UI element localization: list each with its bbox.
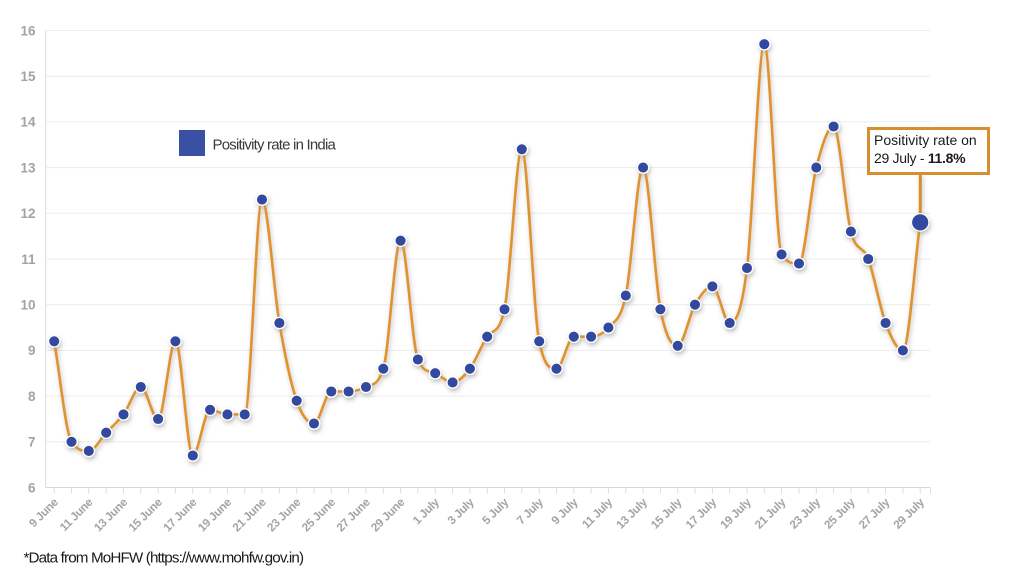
- svg-text:*Data from MoHFW (https://www.: *Data from MoHFW (https://www.mohfw.gov.…: [24, 550, 304, 567]
- svg-text:29 July - 11.8%: 29 July - 11.8%: [874, 150, 966, 166]
- svg-text:Positivity rate on: Positivity rate on: [874, 132, 977, 148]
- svg-text:7: 7: [28, 435, 36, 450]
- svg-text:15: 15: [20, 69, 36, 84]
- svg-text:Positivity rate in India: Positivity rate in India: [213, 137, 337, 154]
- svg-text:12: 12: [20, 206, 35, 221]
- svg-text:13: 13: [20, 160, 36, 175]
- svg-text:16: 16: [20, 23, 36, 38]
- svg-text:9: 9: [28, 343, 36, 358]
- svg-text:14: 14: [20, 115, 36, 130]
- svg-text:8: 8: [28, 389, 36, 404]
- svg-text:6: 6: [28, 480, 36, 495]
- svg-text:11: 11: [21, 252, 36, 267]
- svg-text:10: 10: [20, 298, 35, 313]
